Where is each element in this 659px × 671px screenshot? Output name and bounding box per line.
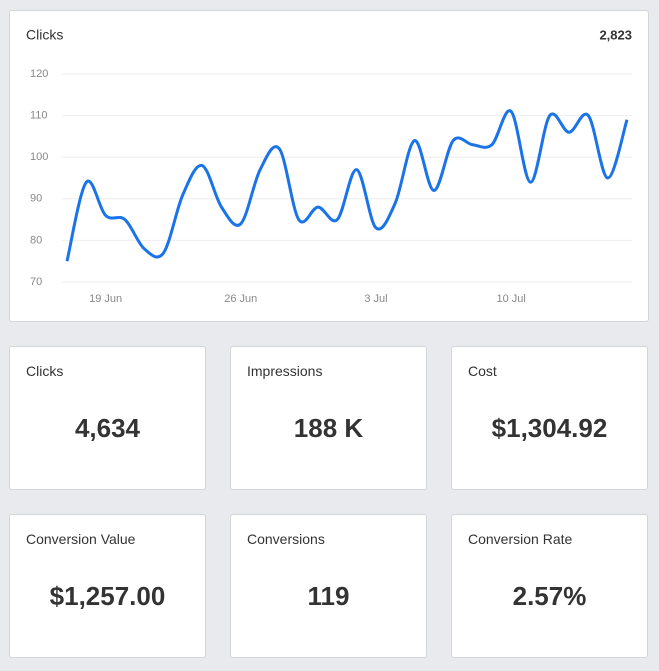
stat-card: Conversion Value $1,257.00 [9,514,206,658]
line [65,109,629,262]
y-tick-label: 70 [30,276,42,288]
y-tick-label: 80 [30,234,42,246]
stat-value: 2.57% [512,581,587,611]
stat-value: 119 [307,581,350,611]
y-tick-label: 90 [30,193,42,205]
stat-label: Conversion Rate [468,531,573,547]
stat-card: Conversion Rate 2.57% [451,514,648,658]
stat-label: Impressions [247,363,323,379]
stat-card: Impressions 188 K [230,346,427,490]
y-tick-label: 100 [30,151,48,163]
stat-value: $1,304.92 [491,413,608,443]
stat-label: Clicks [26,363,64,379]
stat-label: Conversions [247,531,325,547]
stat-card: Conversions 119 [230,514,427,658]
x-tick-label: 26 Jun [224,293,257,305]
stat-label: Conversion Value [26,531,136,547]
stat-value: $1,257.00 [49,581,166,611]
stat-label: Cost [468,363,497,379]
chart-total: 2,823 [599,27,632,42]
x-tick-label: 10 Jul [496,293,525,305]
stat-card: Cost $1,304.92 [451,346,648,490]
chart-title: Clicks [26,27,63,43]
chart: Clicks 2,823 70 80 90 100 110 120 19 Jun 26 Jun… [26,27,632,305]
y-tick-label: 120 [30,68,48,80]
stat-card: Clicks 4,634 [9,346,206,490]
x-tick-label: 19 Jun [89,293,122,305]
y-tick-label: 110 [30,110,48,122]
x-tick-label: 3 Jul [364,293,387,305]
stat-value: 4,634 [74,413,141,443]
stat-value: 188 K [293,413,364,443]
chart-card: Clicks 2,823 70 80 90 100 110 120 19 Jun 26 Jun… [9,10,649,322]
